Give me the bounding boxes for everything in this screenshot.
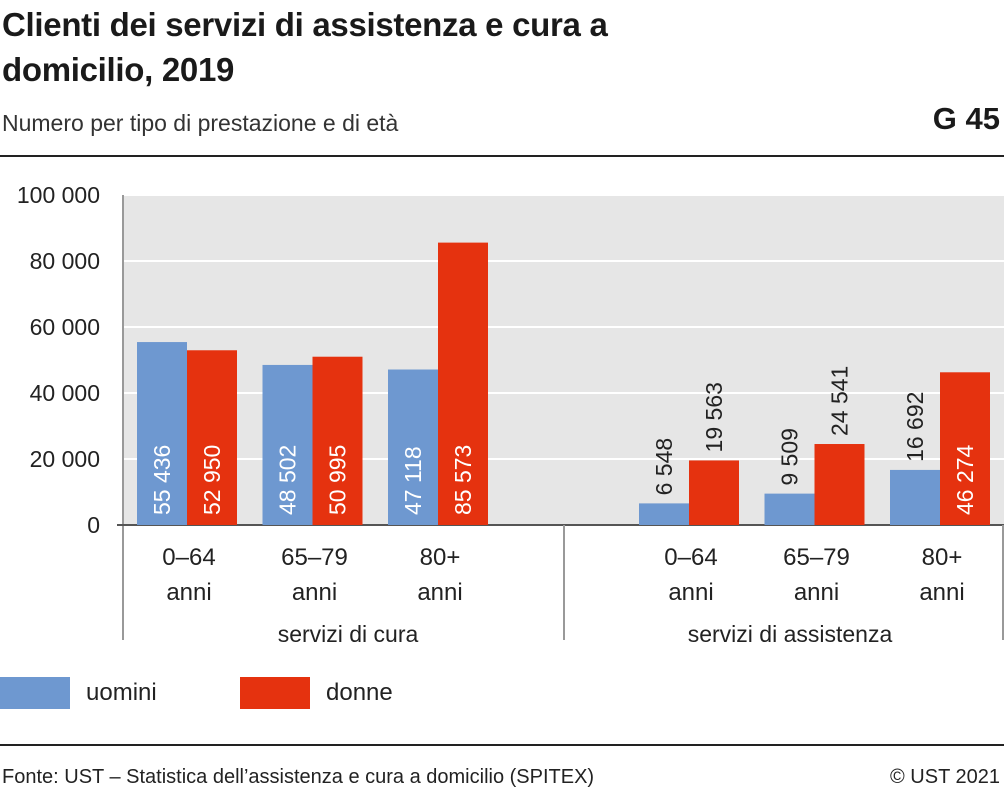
data-label: 24 541: [827, 366, 853, 436]
data-label: 6 548: [651, 438, 677, 496]
x-tick-label: anni: [794, 579, 839, 606]
bottom-rule: [0, 744, 1004, 746]
y-tick-label: 0: [87, 512, 100, 538]
bar-uomini: [890, 469, 940, 525]
x-tick-label: 65–79: [783, 544, 850, 571]
bar-uomini: [388, 369, 438, 525]
group-label: servizi di assistenza: [688, 621, 893, 647]
x-tick-label: 80+: [922, 544, 963, 571]
bar-donne: [187, 350, 237, 525]
legend-label-uomini: uomini: [86, 679, 157, 706]
plot-area: [123, 195, 1004, 525]
data-label: 47 118: [400, 446, 426, 515]
bar-donne: [689, 460, 739, 525]
bar-donne: [438, 242, 488, 525]
data-label: 48 502: [275, 445, 301, 515]
chart-title: Clienti dei servizi di assistenza e cura…: [2, 6, 608, 88]
legend-swatch-uomini: [0, 677, 70, 709]
data-label: 19 563: [701, 382, 727, 452]
legend: uomini donne: [0, 677, 1004, 711]
data-label: 46 274: [952, 444, 978, 515]
data-label: 55 436: [149, 445, 175, 515]
bar-uomini: [639, 503, 689, 525]
bar-donne: [814, 444, 865, 525]
data-label: 16 692: [902, 392, 928, 462]
y-tick-label: 60 000: [30, 314, 100, 340]
data-label: 85 573: [450, 445, 476, 515]
data-label: 9 509: [777, 428, 803, 486]
bar-uomini: [137, 342, 187, 525]
x-tick-label: 0–64: [664, 544, 717, 571]
x-tick-label: anni: [919, 579, 964, 606]
chart-subtitle: Numero per tipo di prestazione e di età: [2, 110, 399, 136]
data-label: 50 995: [325, 445, 351, 515]
group-label: servizi di cura: [278, 621, 419, 647]
x-tick-label: anni: [292, 579, 337, 606]
data-label: 52 950: [199, 445, 225, 515]
y-tick-label: 80 000: [30, 248, 100, 274]
x-tick-label: 80+: [420, 544, 461, 571]
legend-label-donne: donne: [326, 679, 393, 706]
x-tick-label: 65–79: [281, 544, 348, 571]
bar-chart: 0 20 000 40 000 60 000 80 000 100 000 55 436 52…: [17, 182, 1004, 647]
bar-donne: [312, 356, 363, 525]
y-tick-label: 40 000: [30, 380, 100, 406]
x-tick-label: anni: [668, 579, 713, 606]
x-tick-label: 0–64: [162, 544, 215, 571]
legend-item-donne: donne: [240, 677, 393, 709]
source-note: Fonte: UST – Statistica dell’assistenza …: [2, 766, 595, 788]
bar-donne: [940, 372, 990, 525]
graphic-number: G 45: [932, 101, 1000, 136]
legend-swatch-donne: [240, 677, 310, 709]
x-tick-label: anni: [166, 579, 211, 606]
bar-uomini: [262, 364, 313, 525]
x-tick-label: anni: [417, 579, 462, 606]
copyright: © UST 2021: [890, 766, 1000, 788]
bar-uomini: [764, 493, 815, 525]
top-rule: [0, 155, 1004, 157]
legend-item-uomini: uomini: [0, 677, 157, 709]
y-tick-label: 100 000: [17, 182, 100, 208]
y-tick-label: 20 000: [30, 446, 100, 472]
